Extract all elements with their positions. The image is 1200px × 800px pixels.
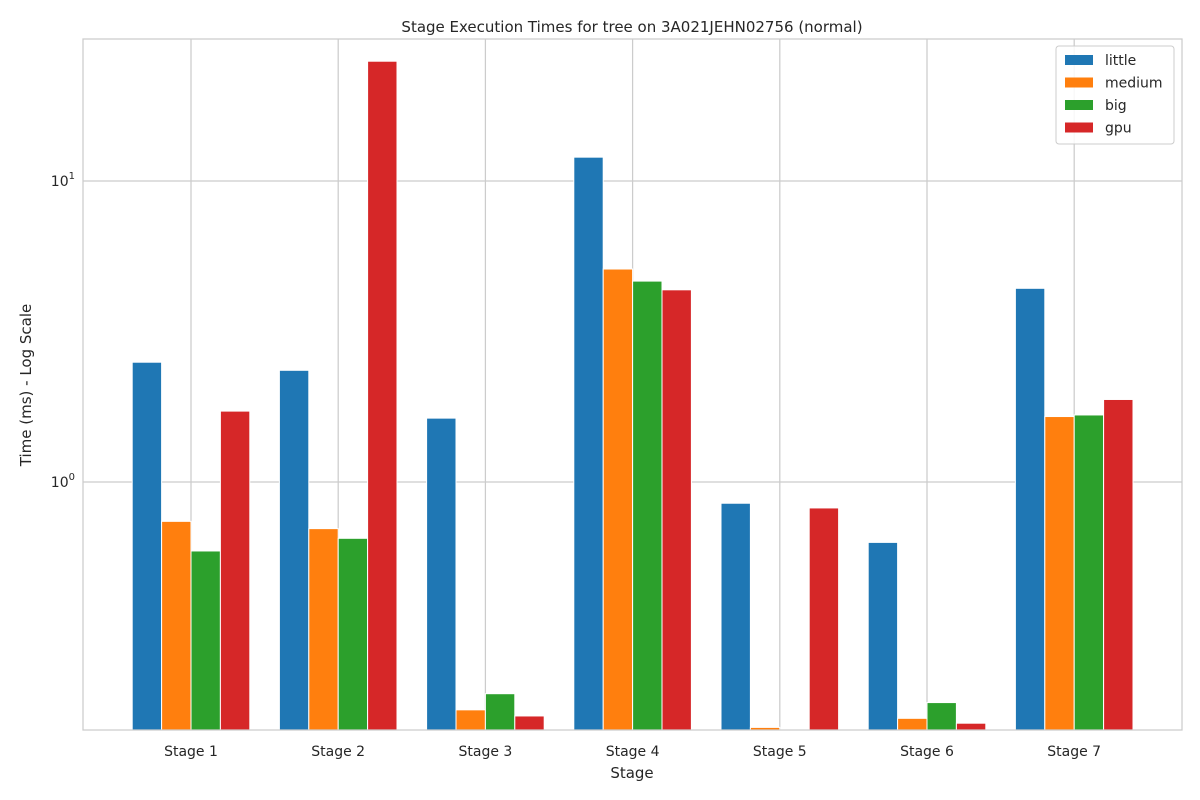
bar-medium — [455, 709, 486, 731]
bar-gpu — [808, 507, 840, 731]
bar-medium — [602, 268, 634, 731]
x-tick-label: Stage 7 — [1047, 744, 1101, 760]
x-tick-label: Stage 4 — [606, 744, 660, 760]
legend-swatch-gpu — [1065, 122, 1093, 133]
bar-little — [867, 541, 899, 731]
bar-gpu — [955, 722, 987, 731]
legend-label-medium: medium — [1105, 76, 1163, 92]
bar-medium — [897, 717, 928, 731]
bar-big — [337, 537, 369, 731]
legend-box — [1055, 45, 1175, 145]
y-axis-label: Time (ms) - Log Scale — [17, 304, 35, 467]
bar-gpu — [219, 410, 251, 731]
legend-swatch-big — [1065, 100, 1093, 110]
bar-little — [573, 156, 604, 731]
bar-little — [1014, 287, 1046, 731]
legend-label-big: big — [1105, 98, 1127, 114]
bar-big — [190, 550, 221, 731]
legend-swatch-medium — [1065, 77, 1093, 88]
bar-little — [720, 502, 751, 731]
bar-medium — [308, 528, 339, 731]
x-tick-label: Stage 3 — [458, 744, 512, 760]
x-tick-label: Stage 5 — [753, 744, 807, 760]
bars — [131, 60, 1134, 731]
bar-big — [484, 693, 516, 731]
y-tick-label: 100 — [51, 472, 75, 491]
bar-little — [131, 361, 163, 731]
bar-little — [278, 369, 310, 731]
bar-medium — [1044, 416, 1075, 731]
bar-big — [1073, 414, 1105, 731]
y-tick-labels: 100 101 — [51, 171, 75, 491]
y-tick-label: 101 — [51, 171, 75, 190]
x-tick-label: Stage 6 — [900, 744, 954, 760]
x-axis-label: Stage — [610, 764, 653, 782]
x-tick-labels: Stage 1 Stage 2 Stage 3 Stage 4 Stage 5 Stage… — [164, 744, 1101, 760]
x-tick-label: Stage 2 — [311, 744, 365, 760]
plot-frame — [82, 38, 1183, 731]
bar-big — [632, 280, 663, 731]
chart-title: Stage Execution Times for tree on 3A021J… — [401, 18, 862, 36]
bar-big — [926, 702, 957, 731]
legend-label-little: little — [1105, 53, 1136, 69]
x-tick-label: Stage 1 — [164, 744, 218, 760]
bar-gpu — [514, 715, 545, 731]
legend-label-gpu: gpu — [1105, 121, 1132, 137]
bar-little — [426, 417, 457, 731]
bar-gpu — [661, 289, 692, 731]
legend-swatch-little — [1065, 55, 1093, 65]
bar-gpu — [367, 60, 398, 731]
bar-medium — [161, 520, 192, 731]
bar-gpu — [1103, 398, 1134, 731]
legend: little medium big gpu — [1055, 45, 1175, 145]
